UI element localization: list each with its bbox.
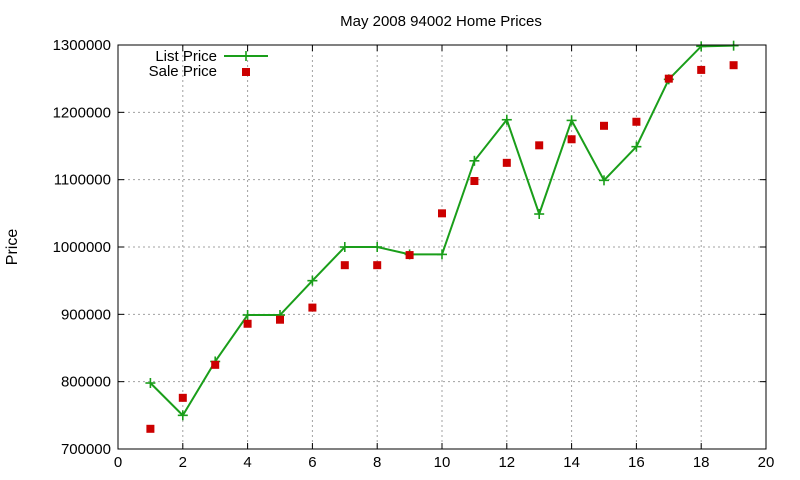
data-point-list-price [534,209,545,220]
data-point-sale-price [308,303,317,312]
legend-marker-sale-price [242,68,250,76]
data-point-sale-price [502,158,511,167]
data-point-sale-price [243,319,252,328]
y-tick-label: 1000000 [53,239,111,256]
data-point-sale-price [470,177,479,186]
x-tick-label: 10 [434,454,451,471]
x-tick-label: 16 [628,454,645,471]
x-tick-label: 6 [308,454,316,471]
y-tick-label: 800000 [61,374,111,391]
y-tick-label: 1300000 [53,37,111,54]
data-point-list-price [566,115,577,126]
data-point-list-price [242,310,253,321]
data-point-list-price [177,410,188,421]
data-point-sale-price [729,61,738,70]
plot-area [145,40,739,433]
data-point-list-price [631,141,642,152]
data-point-list-price [307,275,318,286]
legend-label-sale-price: Sale Price [149,63,217,80]
grid-lines [118,45,766,449]
x-tick-label: 2 [179,454,187,471]
data-point-sale-price [535,141,544,150]
y-tick-label: 900000 [61,306,111,323]
data-point-list-price [728,40,739,51]
legend-marker-list-price [241,51,251,61]
x-tick-label: 18 [693,454,710,471]
x-tick-label: 20 [758,454,775,471]
x-tick-label: 0 [114,454,122,471]
x-tick-label: 12 [498,454,515,471]
legend: List Price Sale Price [149,48,268,80]
data-point-sale-price [567,135,576,144]
y-tick-label: 700000 [61,441,111,458]
data-point-list-price [145,378,156,389]
data-point-sale-price [146,424,155,433]
data-point-list-price [437,249,447,260]
x-tick-label: 8 [373,454,381,471]
data-point-list-price [372,242,383,252]
data-point-list-price [469,155,480,166]
data-point-list-price [501,114,512,125]
data-point-list-price [339,242,350,252]
data-point-sale-price [276,315,284,324]
plot-frame [117,44,767,450]
y-tick-label: 1100000 [54,172,111,189]
axis-ticks: 0 2 4 6 8 10 12 14 16 18 20 700000 800000 900000 10000… [53,37,775,471]
data-point-list-price [696,41,707,52]
data-point-list-price [599,175,609,186]
y-axis-label: Price [4,229,21,266]
data-point-sale-price [664,74,673,83]
legend-label-list-price: List Price [155,48,217,65]
data-point-sale-price [600,121,608,130]
data-point-sale-price [178,393,187,402]
x-tick-label: 4 [243,454,251,471]
legend-plus-glyph [241,51,251,61]
data-point-sale-price [340,261,349,270]
data-point-sale-price [373,261,382,270]
x-tick-label: 14 [563,454,580,471]
data-point-sale-price [632,117,641,126]
data-point-sale-price [405,251,414,260]
data-point-sale-price [438,209,446,218]
data-point-sale-price [697,65,706,74]
y-tick-label: 1200000 [53,104,111,121]
chart-title: May 2008 94002 Home Prices [340,13,542,30]
data-point-sale-price [211,360,220,369]
